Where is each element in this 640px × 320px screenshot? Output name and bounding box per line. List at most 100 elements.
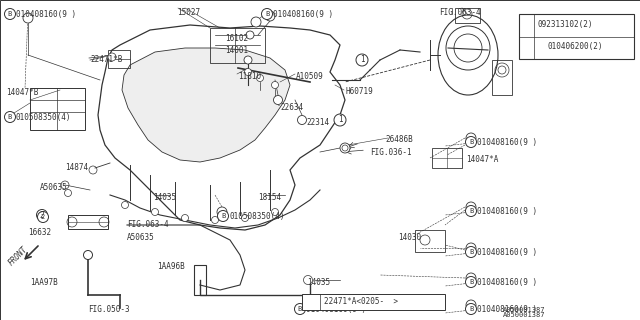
Text: 16632: 16632: [28, 228, 51, 237]
Circle shape: [521, 42, 532, 52]
Circle shape: [465, 137, 477, 148]
Text: 26486B: 26486B: [385, 135, 413, 144]
Circle shape: [356, 54, 368, 66]
Circle shape: [466, 300, 476, 310]
Circle shape: [521, 20, 532, 30]
Text: 092313102(2): 092313102(2): [537, 20, 593, 29]
Circle shape: [298, 116, 307, 124]
Text: 14047*B: 14047*B: [6, 88, 38, 97]
Text: B: B: [469, 306, 473, 312]
Text: 1: 1: [524, 22, 529, 28]
Circle shape: [340, 143, 350, 153]
Circle shape: [342, 145, 348, 151]
Circle shape: [466, 133, 476, 143]
Text: 22471*A<0205-  >: 22471*A<0205- >: [324, 298, 398, 307]
Bar: [492, 60, 512, 95]
Bar: [302, 294, 445, 310]
Text: 010408160(9 ): 010408160(9 ): [273, 10, 333, 19]
Circle shape: [122, 202, 129, 209]
Circle shape: [465, 246, 477, 258]
Text: B: B: [8, 114, 12, 120]
Bar: [210, 28, 265, 63]
Text: A50635: A50635: [40, 183, 68, 192]
Bar: [68, 215, 108, 229]
Text: 14874: 14874: [65, 163, 88, 172]
Text: 15027: 15027: [177, 8, 200, 17]
Bar: [415, 230, 445, 252]
Text: A10509: A10509: [296, 72, 324, 81]
Circle shape: [465, 205, 477, 217]
Text: B: B: [537, 44, 541, 50]
Circle shape: [246, 31, 254, 39]
Text: 1AA97B: 1AA97B: [30, 278, 58, 287]
Text: 14047*A: 14047*A: [466, 155, 499, 164]
Circle shape: [271, 82, 278, 89]
Text: FIG.063-4: FIG.063-4: [439, 8, 481, 17]
Circle shape: [244, 68, 252, 76]
Circle shape: [534, 42, 544, 52]
Text: FIG.050-3: FIG.050-3: [88, 305, 130, 314]
Text: A050001387: A050001387: [503, 307, 545, 313]
Text: A50635: A50635: [127, 233, 155, 242]
Circle shape: [182, 214, 189, 221]
Circle shape: [465, 303, 477, 315]
Text: B: B: [469, 279, 473, 285]
Circle shape: [262, 9, 273, 20]
Text: 14001: 14001: [225, 46, 248, 55]
Text: 1: 1: [338, 116, 342, 124]
Text: 22314: 22314: [306, 118, 329, 127]
Circle shape: [218, 211, 228, 221]
Text: 010508350(4): 010508350(4): [229, 212, 285, 221]
Circle shape: [334, 114, 346, 126]
Text: 2: 2: [41, 214, 45, 220]
Bar: [30, 88, 85, 130]
Circle shape: [23, 13, 33, 23]
Text: FIG.036-1: FIG.036-1: [370, 148, 412, 157]
Circle shape: [211, 217, 218, 223]
Text: B: B: [8, 11, 12, 17]
Text: B: B: [469, 208, 473, 214]
Text: 2: 2: [40, 211, 44, 220]
Text: FIG.063-4: FIG.063-4: [127, 220, 168, 229]
Circle shape: [466, 273, 476, 283]
Circle shape: [217, 207, 227, 217]
Circle shape: [273, 95, 282, 105]
Bar: [108, 50, 130, 68]
Circle shape: [38, 212, 49, 222]
Bar: [455, 8, 480, 23]
Polygon shape: [98, 25, 345, 230]
Circle shape: [466, 243, 476, 253]
Text: 2: 2: [524, 44, 529, 50]
Circle shape: [4, 111, 15, 123]
Text: B: B: [469, 139, 473, 145]
Polygon shape: [122, 48, 290, 162]
Circle shape: [257, 75, 264, 82]
Circle shape: [244, 56, 252, 64]
Text: 010408160(9 ): 010408160(9 ): [16, 10, 76, 19]
Text: B: B: [265, 11, 269, 17]
Text: 18154: 18154: [258, 193, 281, 202]
Circle shape: [466, 202, 476, 212]
Text: 010508350(4): 010508350(4): [16, 113, 72, 122]
Circle shape: [294, 303, 305, 315]
Circle shape: [251, 17, 261, 27]
Text: 1AA96B: 1AA96B: [157, 262, 185, 271]
Text: 010406200(2): 010406200(2): [547, 43, 602, 52]
Text: 3: 3: [309, 299, 313, 305]
Text: 010408160(9 ): 010408160(9 ): [306, 305, 366, 314]
Text: 22471*B: 22471*B: [90, 55, 122, 64]
Circle shape: [265, 11, 275, 21]
Text: B: B: [469, 249, 473, 255]
Text: 14035: 14035: [153, 193, 176, 202]
Text: 010408160(9 ): 010408160(9 ): [477, 248, 537, 257]
Circle shape: [36, 210, 47, 220]
Circle shape: [241, 214, 248, 221]
Circle shape: [271, 209, 278, 215]
Text: A050001387: A050001387: [503, 312, 545, 318]
Text: 010408160(9 ): 010408160(9 ): [477, 138, 537, 147]
Text: H60719: H60719: [345, 87, 372, 96]
Text: 14035: 14035: [307, 278, 330, 287]
Bar: [432, 148, 462, 168]
Circle shape: [108, 53, 116, 61]
Text: 1: 1: [360, 55, 364, 65]
